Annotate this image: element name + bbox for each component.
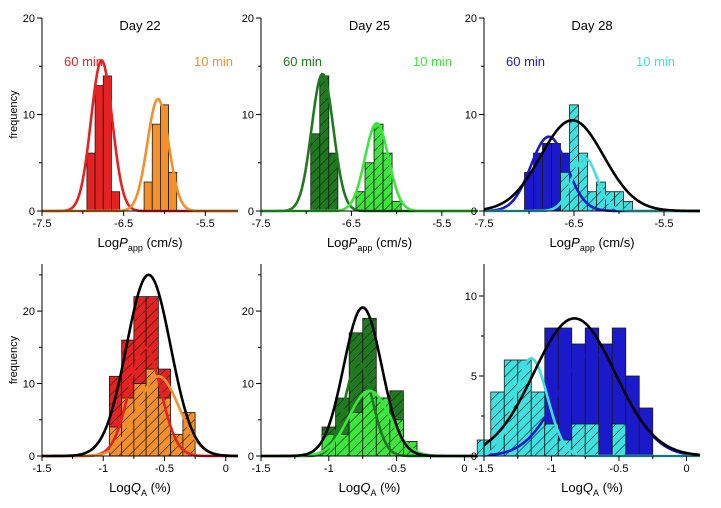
bar-10min: [348, 412, 364, 457]
bar-10min: [611, 423, 627, 457]
legend-label: 10 min: [636, 54, 675, 69]
y-tick-label: 10: [465, 110, 477, 122]
x-axis-label: LogQA (%): [339, 480, 401, 498]
x-axis-label: LogPapp (cm/s): [97, 235, 182, 253]
y-tick-label: 10: [23, 110, 35, 122]
x-tick-label: -6.5: [114, 218, 133, 230]
x-axis-label: LogQA (%): [561, 480, 623, 498]
y-tick-label: 10: [242, 379, 254, 391]
bar-10min: [584, 423, 600, 457]
x-tick-label: 0: [683, 463, 689, 475]
bar-60min: [542, 143, 552, 212]
y-tick-label: 20: [23, 13, 35, 25]
bar-60min: [86, 152, 96, 212]
x-tick-label: -1: [324, 463, 334, 475]
panel-title: Day 22: [119, 18, 160, 33]
bar-60min: [319, 75, 330, 212]
y-axis-label: frequency: [8, 90, 20, 139]
bar-10min: [382, 152, 393, 212]
x-tick-label: 0: [461, 463, 467, 475]
x-axis-label: LogPapp (cm/s): [327, 235, 412, 253]
x-tick-label: -0.5: [610, 463, 629, 475]
x-tick-label: -0.5: [387, 463, 406, 475]
x-tick-label: -0.5: [155, 463, 174, 475]
x-axis-label: LogPapp (cm/s): [549, 235, 634, 253]
x-tick-label: -6.5: [565, 218, 584, 230]
x-tick-label: -5.5: [655, 218, 674, 230]
bar-10min: [145, 368, 159, 457]
panel-1: -7.5 -6.5 -5.5 0 10 20 Day 22 60 min 10 min LogPa…: [8, 13, 238, 253]
x-tick-label: -5.5: [196, 218, 215, 230]
x-axis-label: LogQA (%): [109, 480, 171, 498]
x-tick-label: -1.5: [252, 463, 271, 475]
bar-60min: [328, 152, 339, 212]
y-tick-label: 20: [242, 13, 254, 25]
x-tick-label: -7.5: [33, 218, 52, 230]
y-tick-label: 20: [23, 306, 35, 318]
y-tick-label: 5: [471, 371, 477, 383]
bar-10min: [373, 123, 384, 212]
legend-label: 60 min: [506, 54, 545, 69]
x-tick-label: -6.5: [342, 218, 361, 230]
x-tick-label: -7.5: [475, 218, 494, 230]
y-tick-label: 0: [29, 206, 35, 218]
bar-60min: [111, 191, 120, 212]
fit-curve: [483, 317, 701, 457]
y-tick-label: 0: [29, 451, 35, 463]
bar-60min: [94, 85, 104, 212]
bar-10min: [571, 423, 586, 457]
legend-label: 60 min: [64, 54, 103, 69]
x-tick-label: 0: [223, 463, 229, 475]
fit-curve: [42, 97, 238, 213]
bar-10min: [364, 162, 375, 212]
legend-label: 10 min: [194, 54, 233, 69]
x-tick-label: -1.5: [475, 463, 494, 475]
bar-60min: [551, 143, 561, 212]
bar-10min: [151, 123, 161, 212]
bar-10min: [530, 391, 546, 457]
x-tick-label: -1: [547, 463, 557, 475]
panel-2: -7.5 -6.5 -5.5 0 10 20 Day 25 60 min 10 min LogPa…: [242, 13, 478, 253]
x-tick-label: -1.5: [33, 463, 52, 475]
bar-10min: [143, 181, 153, 212]
y-axis-label: frequency: [8, 335, 20, 384]
panel-3: -7.5 -6.5 -5.5 0 10 20 Day 28 60 min 10 min LogPa…: [465, 13, 701, 253]
bar-60min: [310, 133, 321, 212]
panel-title: Day 28: [571, 18, 612, 33]
y-tick-label: 20: [242, 306, 254, 318]
y-tick-label: 10: [465, 291, 477, 303]
legend-label: 60 min: [283, 54, 322, 69]
bar-10min: [355, 191, 366, 212]
bar-10min: [557, 439, 573, 457]
y-tick-label: 10: [242, 110, 254, 122]
x-tick-label: -5.5: [432, 218, 451, 230]
fit-curve: [483, 118, 701, 213]
x-tick-label: -7.5: [252, 218, 271, 230]
fit-curve: [42, 273, 239, 458]
panel-title: Day 25: [349, 18, 390, 33]
bar-10min: [391, 200, 402, 212]
x-tick-label: -1: [98, 463, 108, 475]
panel-6: -1.5 -1 -0.5 0 0 5 10 LogQA (%): [465, 264, 701, 498]
bar-10min: [362, 390, 377, 457]
y-tick-label: 0: [248, 206, 254, 218]
bar-10min: [170, 433, 184, 457]
y-tick-label: 20: [465, 13, 477, 25]
y-tick-label: 10: [23, 379, 35, 391]
y-tick-label: 0: [471, 451, 477, 463]
y-tick-label: 0: [248, 451, 254, 463]
y-tick-label: 0: [471, 206, 477, 218]
panel-4: -1.5 -1 -0.5 0 0 10 20 LogQA (%) frequency: [8, 264, 239, 498]
legend-label: 10 min: [413, 54, 452, 69]
